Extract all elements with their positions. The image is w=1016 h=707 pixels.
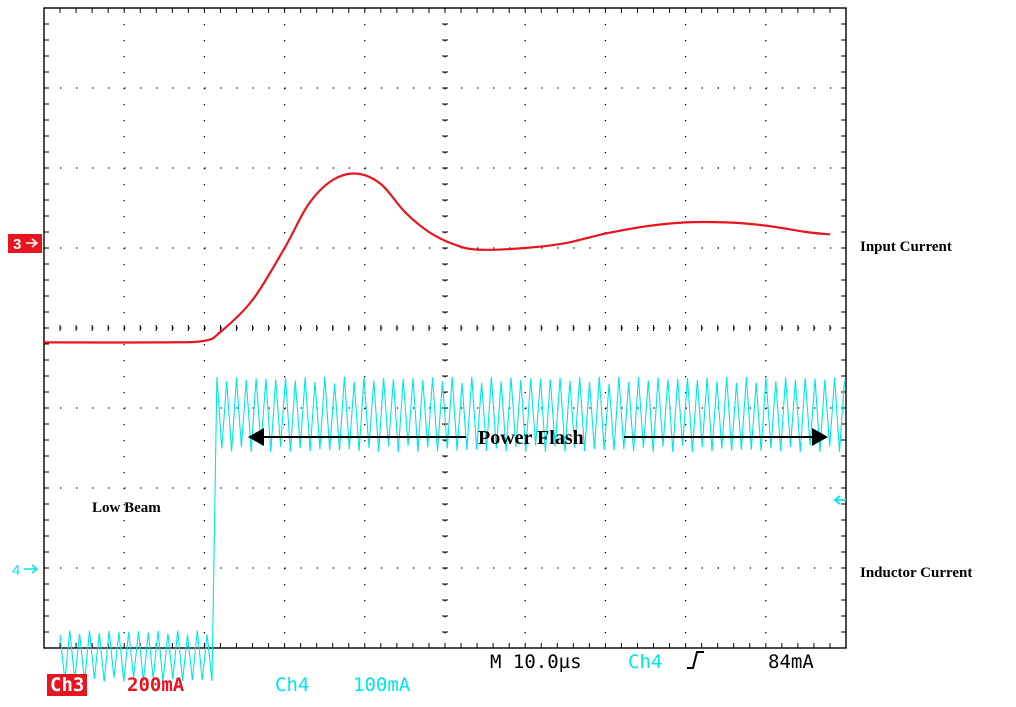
input-current-trace: [43, 172, 831, 344]
ch3-readout: Ch3 200mA: [47, 674, 185, 696]
scope-traces: [43, 172, 845, 682]
ch4-scale: 100mA: [353, 674, 411, 696]
ch4-readout-label: Ch4: [275, 674, 309, 696]
ch4-reference-marker: 4: [12, 562, 39, 579]
trigger-channel-readout: Ch4: [628, 651, 662, 673]
inductor-current-label: Inductor Current: [860, 565, 972, 581]
power-flash-label: Power Flash: [478, 427, 584, 449]
trigger-level-readout: 84mA: [768, 651, 814, 673]
ch3-readout-label: Ch3: [50, 674, 84, 696]
scope-graticule: [43, 7, 847, 649]
ch3-marker-label: 3: [13, 236, 21, 253]
power-flash-arrow: [248, 428, 828, 446]
ch3-scale: 200mA: [127, 674, 185, 696]
rising-edge-trigger-icon: [687, 651, 704, 669]
timebase-readout: M 10.0µs: [490, 651, 582, 673]
ch3-reference-marker: 3: [8, 234, 42, 253]
ch4-marker-label: 4: [12, 562, 20, 579]
ch4-readout: Ch4 100mA: [275, 674, 411, 696]
trigger-level-arrow-icon: [833, 495, 846, 505]
low-beam-label: Low Beam: [92, 500, 161, 516]
input-current-label: Input Current: [860, 239, 952, 255]
inductor-current-trace: [59, 376, 845, 682]
